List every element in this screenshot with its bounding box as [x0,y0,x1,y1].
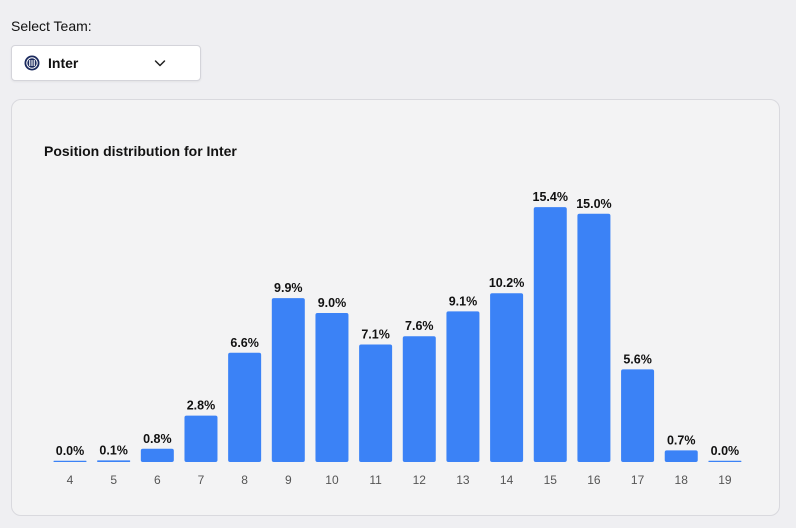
x-tick-15: 15 [544,473,558,487]
value-label-7: 2.8% [187,399,216,413]
selected-team-value: Inter [48,55,79,71]
bar-16 [577,213,611,462]
bar-6 [140,448,174,462]
value-label-5: 0.1% [99,443,128,457]
bar-chart: 0.0% 4 0.1% 5 0.8% 6 2.8% 7 6.6% 8 9.9% 9 9.0% 10 7.1%… [53,190,742,487]
x-tick-8: 8 [241,473,248,487]
x-tick-9: 9 [285,473,292,487]
x-tick-17: 17 [631,473,645,487]
inter-crest-icon [24,55,40,71]
value-label-4: 0.0% [56,444,85,458]
bar-15 [533,207,567,462]
value-label-15: 15.4% [533,190,568,204]
x-tick-19: 19 [718,473,732,487]
x-tick-7: 7 [198,473,205,487]
value-label-13: 9.1% [449,294,478,308]
value-label-9: 9.9% [274,281,303,295]
value-label-10: 9.0% [318,296,347,310]
bar-4 [53,460,87,462]
value-label-17: 5.6% [623,352,652,366]
chart-card: Position distribution for Inter 0.0% 4 0.1… [11,99,780,516]
bar-10 [315,313,349,462]
chart-title: Position distribution for Inter [44,143,237,159]
x-tick-11: 11 [369,473,382,487]
x-tick-16: 16 [587,473,601,487]
value-label-11: 7.1% [361,328,390,342]
bar-5 [97,460,131,463]
value-label-14: 10.2% [489,276,524,290]
bar-18 [664,450,698,462]
x-tick-6: 6 [154,473,161,487]
team-select-dropdown[interactable]: Inter [11,45,201,81]
bar-7 [184,415,218,462]
x-tick-4: 4 [67,473,74,487]
value-label-8: 6.6% [230,336,259,350]
x-tick-10: 10 [325,473,339,487]
bar-12 [402,336,436,462]
bar-8 [228,352,262,462]
bar-14 [490,293,524,462]
select-team-label: Select Team: [11,18,92,34]
bar-17 [621,369,655,462]
x-tick-5: 5 [110,473,117,487]
value-label-16: 15.0% [576,197,611,211]
bar-11 [359,344,393,462]
x-tick-12: 12 [413,473,427,487]
x-tick-14: 14 [500,473,514,487]
bar-9 [271,298,305,462]
bar-13 [446,311,480,462]
value-label-12: 7.6% [405,319,434,333]
bar-19 [708,460,742,462]
value-label-6: 0.8% [143,432,172,446]
x-tick-18: 18 [675,473,689,487]
x-tick-13: 13 [456,473,470,487]
value-label-19: 0.0% [711,444,740,458]
chevron-down-icon[interactable] [153,56,167,70]
value-label-18: 0.7% [667,433,696,447]
